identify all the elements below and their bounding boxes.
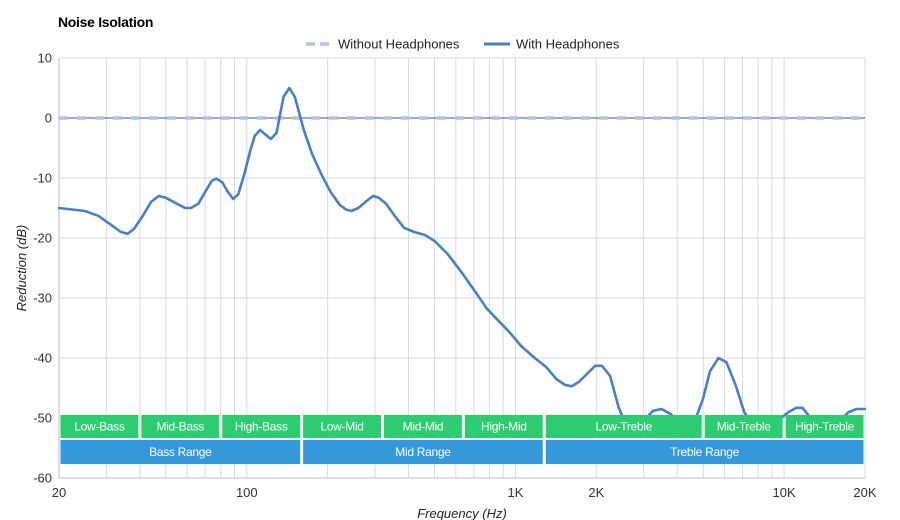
y-tick-label: 10 (38, 51, 52, 66)
subrange-band-label: High-Bass (235, 420, 288, 434)
subrange-band-label: Mid-Treble (717, 420, 772, 434)
subrange-band-label: High-Treble (795, 420, 855, 434)
y-tick-label: -50 (33, 411, 52, 426)
x-tick-label: 10K (773, 485, 796, 500)
x-tick-label: 2K (588, 485, 604, 500)
y-tick-label: -60 (33, 471, 52, 486)
y-tick-label: -10 (33, 171, 52, 186)
x-tick-label: 100 (236, 485, 258, 500)
x-tick-label: 20 (52, 485, 66, 500)
range-band (545, 440, 864, 464)
subrange-band-label: Mid-Bass (157, 420, 205, 434)
x-tick-label: 1K (508, 485, 524, 500)
subrange-band-label: High-Mid (481, 420, 527, 434)
range-bands: Low-Bass Mid-Bass High-Bass Low-Mid Mid-Mid H… (60, 415, 864, 464)
subrange-band-label: Mid-Mid (403, 420, 444, 434)
legend-label: With Headphones (516, 37, 620, 52)
range-band-label: Bass Range (149, 445, 212, 459)
y-tick-label: -20 (33, 231, 52, 246)
subrange-band (704, 415, 783, 438)
grid (58, 57, 866, 479)
subrange-band-label: Low-Mid (320, 420, 363, 434)
series-layer (57, 86, 867, 432)
range-band-label: Treble Range (670, 445, 739, 459)
subrange-band (303, 415, 382, 438)
y-tick-label: -40 (33, 351, 52, 366)
subrange-band (785, 415, 864, 438)
x-axis-label: Frequency (Hz) (417, 506, 507, 520)
subrange-band (464, 415, 543, 438)
legend: Without Headphones With Headphones (306, 37, 620, 52)
subrange-band (545, 415, 702, 438)
subrange-band (222, 415, 301, 438)
y-axis-label: Reduction (dB) (14, 225, 29, 312)
legend-label: Without Headphones (338, 37, 460, 52)
subrange-band (60, 415, 139, 438)
y-tick-label: 0 (45, 111, 52, 126)
y-tick-label: -30 (33, 291, 52, 306)
x-tick-label: 20K (853, 485, 876, 500)
subrange-band-label: Low-Bass (74, 420, 125, 434)
chart-title: Noise Isolation (58, 14, 153, 30)
series-line-with-headphones (57, 86, 867, 432)
range-band (303, 440, 543, 464)
subrange-band-label: Low-Treble (595, 420, 652, 434)
range-band-label: Mid Range (395, 445, 451, 459)
range-band (60, 440, 301, 464)
subrange-band (141, 415, 220, 438)
subrange-band (384, 415, 462, 438)
